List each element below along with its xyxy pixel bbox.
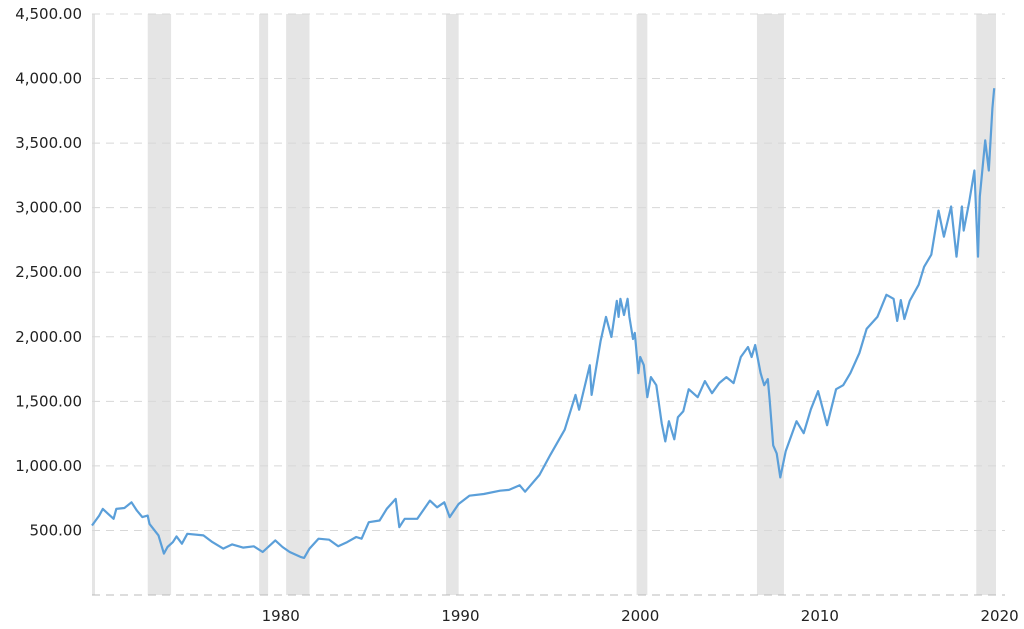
recession-band <box>976 14 997 595</box>
gridlines <box>92 13 1005 596</box>
y-tick-label: 3,500.00 <box>15 134 82 152</box>
y-tick-label: 3,000.00 <box>15 199 82 217</box>
x-tick-label: 1980 <box>262 607 300 625</box>
left-edge-band <box>92 14 95 595</box>
y-tick-label: 1,500.00 <box>15 392 82 410</box>
y-tick-label: 2,000.00 <box>15 328 82 346</box>
y-tick-label: 4,500.00 <box>15 5 82 23</box>
recession-band <box>286 14 310 595</box>
y-tick-label: 1,000.00 <box>15 457 82 475</box>
recession-band <box>259 14 269 595</box>
recession-band <box>636 14 648 595</box>
x-tick-label: 2020 <box>981 607 1019 625</box>
recession-band <box>147 14 172 595</box>
x-axis-ticks: 1980 1990 2000 2010 2020 <box>262 607 1019 625</box>
series-layer <box>91 88 996 560</box>
x-tick-label: 2000 <box>621 607 659 625</box>
recession-bands <box>92 14 997 595</box>
recession-band <box>756 14 784 595</box>
x-tick-label: 2010 <box>801 607 839 625</box>
recession-band <box>446 14 459 595</box>
y-axis-ticks: 500.00 1,000.00 1,500.00 2,000.00 2,500.00 3,… <box>15 5 82 539</box>
series-line-index <box>91 88 996 560</box>
y-tick-label: 500.00 <box>30 521 83 539</box>
y-tick-label: 2,500.00 <box>15 263 82 281</box>
x-tick-label: 1990 <box>441 607 479 625</box>
y-tick-label: 4,000.00 <box>15 70 82 88</box>
